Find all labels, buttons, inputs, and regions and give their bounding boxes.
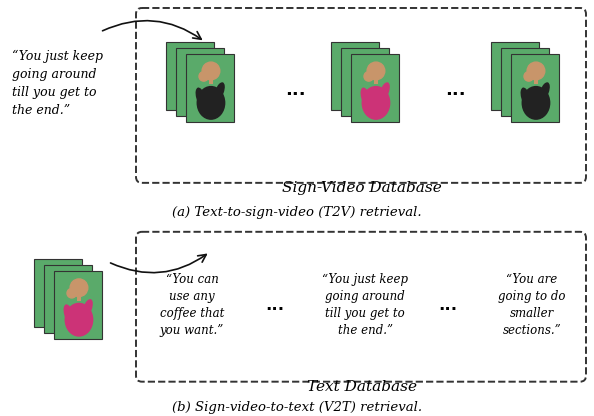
Ellipse shape	[195, 87, 206, 106]
Bar	[341, 48, 389, 116]
Ellipse shape	[176, 74, 206, 108]
Ellipse shape	[352, 80, 380, 114]
Bar	[331, 42, 379, 110]
Circle shape	[199, 72, 208, 81]
Bar	[351, 54, 399, 122]
Circle shape	[347, 50, 365, 68]
Text: Sign-Video Database: Sign-Video Database	[282, 181, 442, 195]
Ellipse shape	[45, 291, 74, 325]
Ellipse shape	[511, 80, 541, 114]
Text: ...: ...	[438, 296, 457, 314]
Ellipse shape	[197, 86, 225, 120]
Bar	[186, 54, 234, 122]
Ellipse shape	[55, 297, 83, 331]
Text: “You can
use any
coffee that
you want.”: “You can use any coffee that you want.”	[160, 273, 224, 337]
Circle shape	[60, 273, 78, 291]
FancyArrowPatch shape	[103, 21, 201, 39]
Circle shape	[70, 279, 88, 297]
FancyBboxPatch shape	[136, 232, 586, 382]
Text: (b) Sign-video-to-text (V2T) retrieval.: (b) Sign-video-to-text (V2T) retrieval.	[172, 401, 422, 414]
Circle shape	[364, 72, 374, 81]
Bar	[534, 79, 538, 84]
FancyArrowPatch shape	[110, 255, 206, 272]
FancyBboxPatch shape	[136, 8, 586, 183]
Text: ...: ...	[445, 81, 465, 99]
Ellipse shape	[380, 82, 390, 100]
Ellipse shape	[187, 80, 216, 114]
Ellipse shape	[65, 303, 93, 337]
Bar	[34, 259, 82, 327]
Circle shape	[202, 62, 220, 80]
Text: “You just keep
going around
till you get to
the end.”: “You just keep going around till you get…	[322, 273, 408, 337]
Ellipse shape	[64, 305, 73, 323]
Ellipse shape	[361, 87, 370, 106]
Bar	[44, 265, 92, 333]
Circle shape	[182, 50, 200, 68]
Bar	[77, 296, 81, 301]
Bar	[491, 42, 539, 110]
Ellipse shape	[342, 74, 371, 108]
Text: (a) Text-to-sign-video (T2V) retrieval.: (a) Text-to-sign-video (T2V) retrieval.	[172, 206, 422, 219]
Ellipse shape	[501, 74, 530, 108]
Bar	[374, 79, 378, 84]
Ellipse shape	[362, 86, 390, 120]
Ellipse shape	[520, 87, 530, 106]
Circle shape	[357, 56, 375, 74]
Bar	[501, 48, 549, 116]
Text: Text Database: Text Database	[307, 380, 417, 394]
Circle shape	[50, 267, 68, 285]
Bar	[209, 79, 213, 84]
Ellipse shape	[522, 86, 551, 120]
Circle shape	[527, 62, 545, 80]
Text: ...: ...	[285, 81, 305, 99]
Ellipse shape	[539, 82, 550, 100]
Text: ...: ...	[266, 296, 285, 314]
Circle shape	[524, 72, 533, 81]
Circle shape	[192, 56, 210, 74]
Ellipse shape	[214, 82, 225, 100]
Circle shape	[517, 56, 535, 74]
Circle shape	[507, 50, 525, 68]
Text: “You just keep
going around
till you get to
the end.”: “You just keep going around till you get…	[12, 50, 103, 116]
Bar	[166, 42, 214, 110]
Text: “You are
going to do
smaller
sections.”: “You are going to do smaller sections.”	[498, 273, 565, 337]
Circle shape	[67, 288, 77, 298]
Bar	[176, 48, 224, 116]
Bar	[54, 271, 102, 339]
Circle shape	[367, 62, 385, 80]
Bar	[511, 54, 559, 122]
Ellipse shape	[83, 299, 93, 317]
